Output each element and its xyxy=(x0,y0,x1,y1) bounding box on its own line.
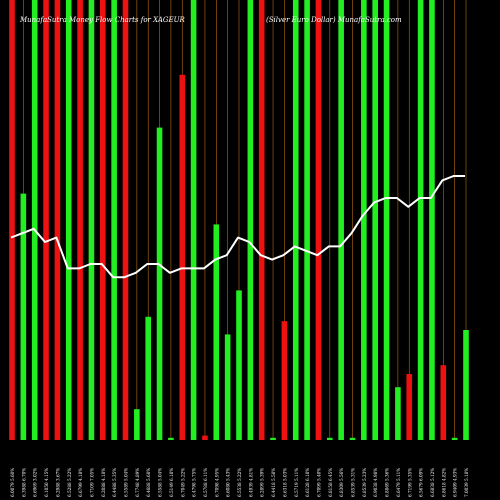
bar-13 xyxy=(145,316,151,440)
x-tick-label: 6.5589 5.04% xyxy=(124,468,129,497)
bar-30 xyxy=(338,0,344,440)
bars xyxy=(9,0,469,441)
x-tick-label: 6.8158 6.45% xyxy=(328,468,333,497)
x-tick-label: 6.8618 4.82% xyxy=(441,468,446,497)
x-tick-label: 6.8539 5.23% xyxy=(362,468,367,497)
bar-22 xyxy=(247,0,254,440)
bar-40 xyxy=(451,437,458,440)
bar-27 xyxy=(304,0,310,440)
bar-12 xyxy=(134,409,140,440)
bar-32 xyxy=(361,0,367,440)
x-tick-label: 6.5288 5.22% xyxy=(67,468,72,497)
price-line xyxy=(10,175,465,279)
x-tick-label: 6.7099 5.40% xyxy=(316,468,321,497)
x-tick-label: 6.2899 5.39% xyxy=(260,468,265,497)
x-tick-label: 6.4488 5.35% xyxy=(112,468,117,497)
bar-8 xyxy=(88,0,95,440)
x-tick-label: 6.6318 5.03% xyxy=(282,468,287,497)
x-tick-label: 6.4798 5.75% xyxy=(192,468,197,497)
x-tick-label: 6.9409 4.93% xyxy=(453,468,458,497)
bar-10 xyxy=(111,0,117,440)
x-tick-label: 6.3988 6.70% xyxy=(21,468,26,497)
x-tick-label: 6.8539 5.31% xyxy=(351,468,356,497)
bar-1 xyxy=(9,0,15,440)
bar-4 xyxy=(43,0,49,440)
bar-39 xyxy=(440,365,447,440)
x-tick-labels: 6.0079 5.60% 6.3988 6.70% 6.6969 3.02% 6.10… xyxy=(10,468,469,497)
x-tick-label: 6.5588 5.04% xyxy=(158,468,163,497)
bar-23 xyxy=(258,0,265,440)
x-tick-label: 6.7748 4.89% xyxy=(135,468,140,497)
x-tick-label: 6.2988 3.67% xyxy=(55,468,60,497)
x-tick-label: 6.5149 6.18% xyxy=(169,468,174,497)
bar-36 xyxy=(406,374,413,440)
x-tick-label: 6.7199 5.35% xyxy=(407,468,412,497)
x-tick-label: 6.6969 3.02% xyxy=(33,468,38,497)
x-tick-label: 6.1050 4.15% xyxy=(44,468,49,497)
x-tick-label: 6.5679 6.09% xyxy=(419,468,424,497)
bar-11 xyxy=(122,0,129,440)
bar-29 xyxy=(327,437,333,440)
bar-21 xyxy=(236,290,242,440)
bar-17 xyxy=(190,0,197,440)
bar-25 xyxy=(281,321,288,440)
bar-18 xyxy=(202,435,208,440)
x-tick-label: 6.6080 5.43% xyxy=(226,468,231,497)
x-tick-label: 6.4939 4.81% xyxy=(248,468,253,497)
x-tick-label: 6.6799 4.18% xyxy=(78,468,83,497)
x-tick-label: 6.6128 6.18% xyxy=(305,468,310,497)
bar-19 xyxy=(213,224,220,440)
x-tick-label: 6.5719 5.11% xyxy=(294,468,299,497)
x-tick-label: 6.4418 5.58% xyxy=(271,468,276,497)
bar-6 xyxy=(65,0,72,440)
x-tick-label: 6.2088 4.18% xyxy=(101,468,106,497)
bar-9 xyxy=(100,0,106,440)
bar-2 xyxy=(20,193,27,440)
chart-title-left: MunafaSutra Money Flow Charts for XAGEUR xyxy=(19,16,186,24)
x-tick-label: 6.7109 7.05% xyxy=(89,468,94,497)
bar-37 xyxy=(417,0,424,440)
x-tick-label: 6.7049 5.22% xyxy=(180,468,185,497)
price-line-layer xyxy=(10,175,465,279)
bar-41 xyxy=(463,330,469,440)
chart-title-right: (Silver Euro Dollar) MunafaSutra.com xyxy=(266,16,402,24)
bar-33 xyxy=(372,0,378,440)
bar-3 xyxy=(31,0,38,440)
bar-7 xyxy=(77,0,83,440)
x-tick-label: 6.8869 5.36% xyxy=(385,468,390,497)
x-tick-label: 6.9038 4.98% xyxy=(373,468,378,497)
x-tick-label: 6.5788 6.11% xyxy=(203,468,208,497)
bar-15 xyxy=(168,437,174,440)
x-tick-label: 6.6838 5.12% xyxy=(430,468,435,497)
bar-38 xyxy=(429,0,435,440)
bar-14 xyxy=(156,127,163,440)
x-tick-label: 6.6479 5.11% xyxy=(396,468,401,497)
bar-28 xyxy=(315,0,322,440)
x-tick-label: 6.8309 5.56% xyxy=(339,468,344,497)
bar-5 xyxy=(54,0,61,440)
bar-20 xyxy=(224,334,231,440)
x-tick-label: 6.5538 5.22% xyxy=(237,468,242,497)
x-tick-label: 6.4688 5.68% xyxy=(146,468,151,497)
bar-16 xyxy=(179,74,186,441)
x-tick-label: 6.7098 4.95% xyxy=(214,468,219,497)
bar-31 xyxy=(349,437,356,440)
bar-24 xyxy=(270,437,276,440)
bar-35 xyxy=(395,387,401,440)
bar-34 xyxy=(383,0,390,440)
x-tick-label: 6.0079 5.60% xyxy=(10,468,15,497)
x-tick-label: 7.0039 5.18% xyxy=(464,468,469,497)
bar-26 xyxy=(292,0,299,440)
